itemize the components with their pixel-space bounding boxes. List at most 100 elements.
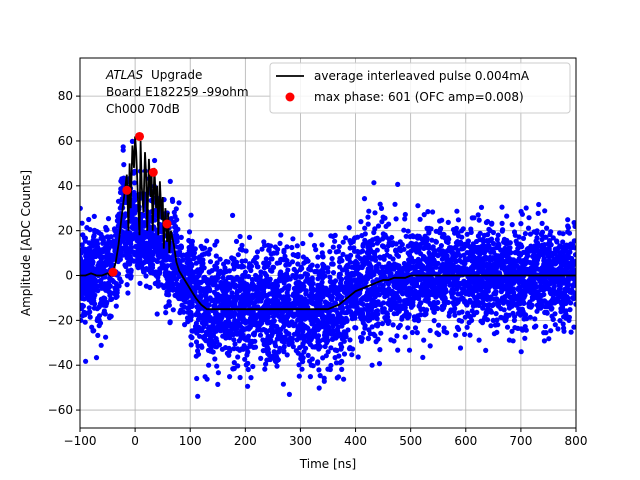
scatter-point: [206, 342, 213, 348]
scatter-point: [388, 303, 394, 309]
scatter-point: [250, 286, 256, 292]
scatter-point: [409, 242, 415, 248]
scatter-point: [382, 215, 388, 221]
scatter-point: [518, 308, 525, 314]
scatter-point: [401, 282, 407, 288]
scatter-point: [262, 366, 268, 372]
scatter-point: [308, 362, 314, 368]
scatter-point: [211, 303, 217, 309]
scatter-point: [391, 311, 397, 317]
scatter-point: [254, 249, 261, 255]
scatter-point: [273, 278, 279, 284]
scatter-point: [227, 374, 233, 380]
scatter-point: [251, 312, 257, 318]
scatter-point: [445, 299, 451, 306]
scatter-point: [529, 294, 536, 300]
scatter-point: [390, 322, 396, 328]
scatter-point: [452, 278, 458, 285]
scatter-point: [117, 205, 123, 211]
scatter-point: [319, 311, 325, 318]
scatter-point: [109, 296, 115, 302]
scatter-point: [327, 274, 333, 280]
scatter-point: [499, 284, 505, 290]
scatter-point: [393, 241, 399, 247]
scatter-point: [351, 296, 357, 302]
scatter-point: [477, 300, 483, 306]
scatter-point: [275, 335, 282, 342]
scatter-point: [281, 247, 287, 253]
scatter-point: [442, 280, 448, 286]
scatter-point: [534, 308, 540, 314]
scatter-point: [418, 251, 424, 257]
scatter-point: [231, 256, 237, 262]
scatter-point: [193, 353, 199, 359]
scatter-point: [215, 272, 221, 278]
scatter-point: [254, 264, 260, 270]
scatter-point: [150, 249, 157, 255]
scatter-point: [494, 259, 500, 265]
scatter-point: [438, 293, 444, 299]
scatter-point: [201, 334, 207, 340]
scatter-point: [568, 245, 574, 251]
scatter-point: [250, 258, 257, 264]
scatter-point: [80, 317, 84, 323]
scatter-point: [484, 261, 490, 267]
scatter-point: [223, 282, 229, 288]
scatter-point: [204, 238, 210, 244]
scatter-point: [493, 311, 499, 317]
scatter-point: [375, 286, 381, 292]
scatter-point: [377, 347, 383, 353]
scatter-point: [325, 301, 331, 307]
scatter-point: [268, 337, 274, 343]
scatter-point: [352, 277, 358, 283]
scatter-point: [372, 257, 379, 263]
scatter-point: [234, 274, 240, 280]
scatter-point: [404, 268, 411, 274]
scatter-point: [536, 201, 542, 208]
scatter-point: [128, 210, 134, 216]
scatter-point: [402, 305, 408, 311]
scatter-point: [566, 317, 572, 323]
scatter-point: [479, 262, 485, 268]
scatter-point: [411, 283, 417, 290]
scatter-point: [229, 326, 235, 332]
scatter-point: [243, 326, 249, 332]
scatter-point: [192, 269, 198, 275]
scatter-point: [279, 338, 285, 344]
scatter-point: [235, 252, 241, 258]
scatter-point: [307, 374, 313, 380]
scatter-point: [154, 258, 160, 265]
scatter-point: [485, 277, 491, 283]
scatter-point: [284, 284, 291, 290]
scatter-point: [231, 264, 238, 270]
scatter-point: [231, 346, 237, 352]
scatter-point: [386, 318, 392, 325]
scatter-point: [356, 265, 362, 271]
scatter-point: [229, 290, 235, 296]
scatter-point: [483, 347, 489, 353]
scatter-point: [546, 280, 552, 286]
scatter-point: [322, 314, 328, 321]
scatter-point: [211, 340, 217, 346]
scatter-point: [86, 305, 92, 311]
scatter-point: [247, 315, 253, 322]
scatter-point: [325, 265, 331, 271]
scatter-point: [366, 208, 372, 214]
scatter-point: [201, 317, 207, 323]
scatter-point: [219, 282, 225, 288]
scatter-point: [207, 259, 214, 265]
scatter-point: [538, 231, 544, 237]
scatter-point: [309, 275, 315, 281]
scatter-point: [430, 244, 436, 250]
scatter-point: [296, 301, 303, 307]
scatter-point: [519, 211, 526, 217]
scatter-point: [131, 189, 137, 196]
scatter-point: [286, 391, 292, 397]
scatter-point: [488, 323, 494, 329]
scatter-point: [95, 332, 101, 338]
scatter-point: [353, 325, 359, 331]
scatter-point: [263, 256, 269, 262]
scatter-point: [469, 215, 475, 221]
scatter-point: [324, 340, 330, 346]
scatter-point: [483, 270, 489, 276]
